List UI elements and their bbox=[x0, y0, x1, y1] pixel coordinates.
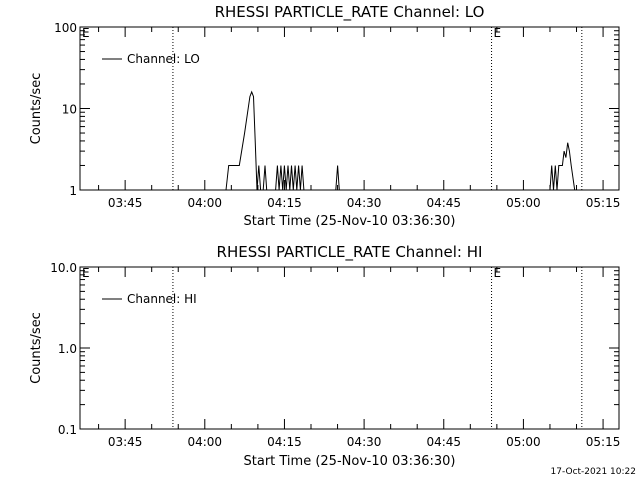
x-tick-label: 03:45 bbox=[108, 196, 143, 210]
x-tick-label: 04:45 bbox=[426, 196, 461, 210]
charts-layer: RHESSI PARTICLE_RATE Channel: LO 03:45 04:… bbox=[29, 3, 620, 469]
event-marker-label: E bbox=[494, 266, 502, 280]
x-tick-label: 04:00 bbox=[187, 435, 222, 449]
x-tick-label: 05:00 bbox=[506, 196, 541, 210]
y-tick-label: 100 bbox=[54, 21, 77, 35]
chart-title: RHESSI PARTICLE_RATE Channel: HI bbox=[217, 243, 483, 262]
x-tick-label: 04:00 bbox=[187, 196, 222, 210]
x-tick-label: 05:15 bbox=[586, 196, 621, 210]
x-tick-label: 05:00 bbox=[506, 435, 541, 449]
y-tick-label: 10 bbox=[62, 103, 77, 117]
event-marker-label: E bbox=[494, 26, 502, 40]
x-tick-label: 04:30 bbox=[347, 196, 382, 210]
y-axis-label: Counts/sec bbox=[29, 312, 44, 384]
y-axis-label: Counts/sec bbox=[29, 73, 44, 145]
x-tick-label: 05:15 bbox=[586, 435, 621, 449]
x-tick-label: 04:15 bbox=[267, 435, 302, 449]
legend-entry: Channel: LO bbox=[127, 52, 200, 66]
footer-timestamp: 17-Oct-2021 10:22 bbox=[551, 467, 636, 477]
y-tick-label: 10.0 bbox=[50, 261, 77, 275]
x-tick-label: 04:45 bbox=[426, 435, 461, 449]
y-tick-label: 0.1 bbox=[58, 423, 77, 437]
series-line bbox=[225, 90, 576, 191]
y-tick-label: 1 bbox=[69, 184, 77, 198]
x-axis-label: Start Time (25-Nov-10 03:36:30) bbox=[244, 214, 456, 229]
x-tick-label: 04:15 bbox=[267, 196, 302, 210]
chart-panel-2: RHESSI PARTICLE_RATE Channel: HI 03:45 04:… bbox=[29, 243, 620, 469]
event-marker-label: E bbox=[82, 266, 90, 280]
y-tick-label: 1.0 bbox=[58, 342, 77, 356]
event-marker-label: E bbox=[82, 26, 90, 40]
chart-title: RHESSI PARTICLE_RATE Channel: LO bbox=[215, 3, 485, 22]
x-tick-label: 04:30 bbox=[347, 435, 382, 449]
legend-entry: Channel: HI bbox=[127, 292, 197, 306]
chart-panel-1: RHESSI PARTICLE_RATE Channel: LO 03:45 04:… bbox=[29, 3, 620, 229]
x-axis-label: Start Time (25-Nov-10 03:36:30) bbox=[244, 454, 456, 469]
x-tick-label: 03:45 bbox=[108, 435, 143, 449]
